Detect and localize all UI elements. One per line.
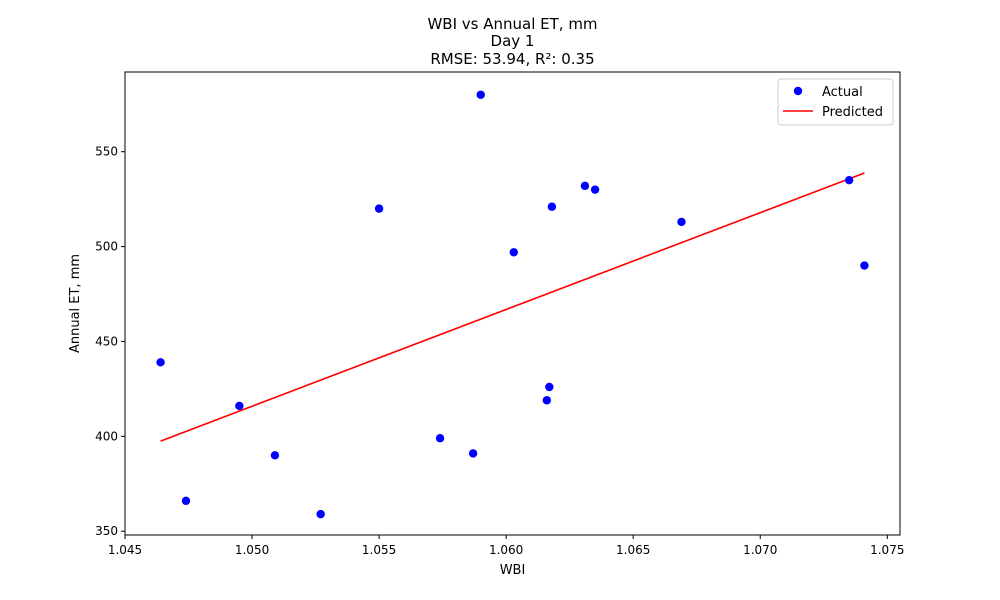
x-tick-label: 1.065 (616, 543, 650, 557)
actual-point (235, 401, 244, 411)
x-tick-label: 1.045 (108, 543, 142, 557)
actual-point (476, 90, 485, 99)
x-tick-label: 1.070 (743, 543, 777, 557)
x-axis-label: WBI (500, 563, 526, 578)
legend-actual-label: Actual (822, 85, 863, 100)
actual-point (545, 382, 554, 392)
y-axis: 350 400 450 500 550 (95, 145, 125, 538)
actual-point (844, 175, 854, 185)
predicted-line-layer (160, 172, 865, 442)
actual-point (547, 202, 557, 211)
y-tick-label: 550 (95, 145, 118, 159)
chart-title-line-2: Day 1 (491, 32, 535, 50)
actual-point (156, 358, 165, 367)
actual-point (590, 185, 600, 194)
legend-actual-marker (793, 86, 803, 96)
y-tick-label: 350 (95, 524, 118, 538)
x-tick-label: 1.050 (235, 543, 269, 557)
y-tick-label: 500 (95, 240, 118, 254)
plot-area (124, 71, 901, 536)
actual-point (677, 217, 686, 227)
chart-title-line-3: RMSE: 53.94, R²: 0.35 (430, 50, 594, 68)
actual-point (860, 261, 869, 270)
chart-title-line-1: WBI vs Annual ET, mm (427, 15, 597, 33)
actual-point (468, 449, 478, 458)
y-axis-label: Annual ET, mm (68, 254, 83, 353)
x-tick-label: 1.055 (362, 543, 396, 557)
x-tick-label: 1.075 (870, 543, 904, 557)
y-tick-label: 400 (95, 429, 118, 443)
actual-point (580, 181, 590, 191)
actual-point (181, 496, 191, 506)
legend: Actual Predicted (777, 78, 894, 126)
actual-point (435, 434, 445, 443)
actual-point (316, 509, 325, 519)
x-tick-label: 1.060 (489, 543, 523, 557)
legend-predicted-label: Predicted (822, 105, 883, 120)
plot-frame (124, 71, 901, 536)
actual-point (542, 396, 552, 405)
actual-point (374, 204, 384, 213)
actual-point (270, 451, 280, 460)
predicted-line (160, 172, 865, 442)
x-axis: 1.045 1.050 1.055 1.060 1.065 1.070 1.075 (108, 535, 904, 557)
y-tick-label: 450 (95, 334, 118, 348)
actual-points-layer (156, 90, 869, 519)
actual-point (509, 248, 518, 257)
legend-box (777, 78, 894, 126)
